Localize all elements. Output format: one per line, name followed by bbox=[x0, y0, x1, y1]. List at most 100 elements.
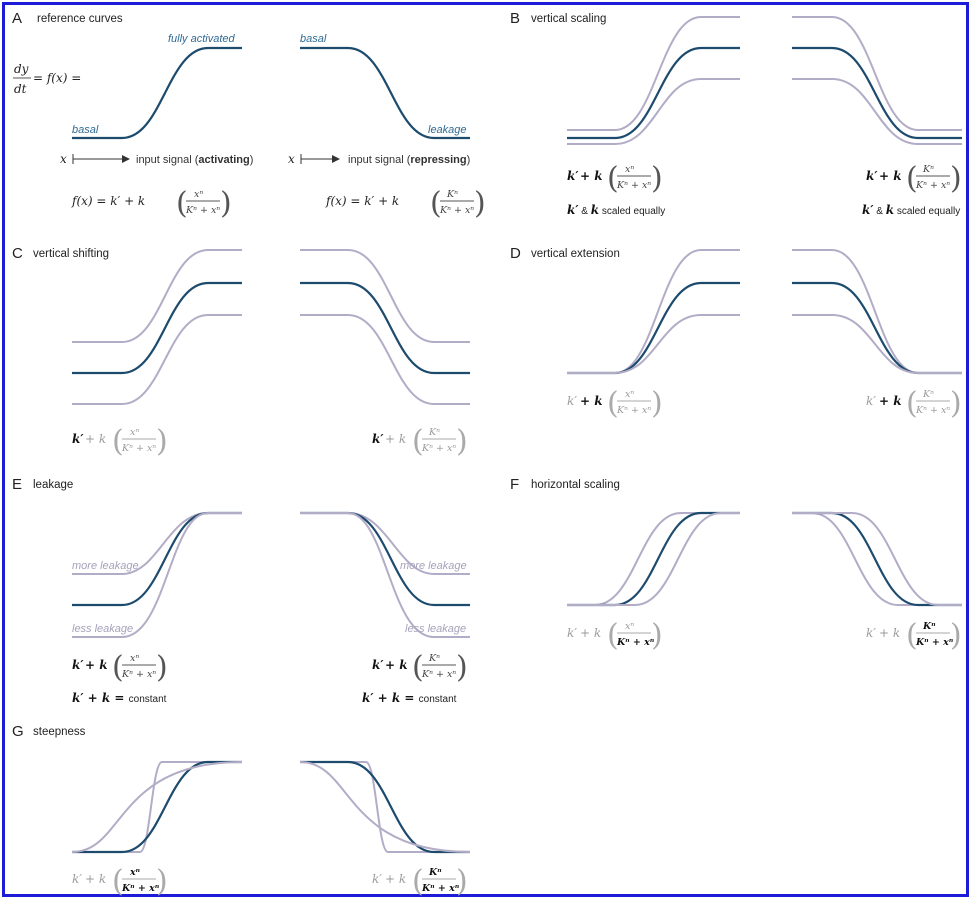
numerator: Kⁿ bbox=[446, 189, 458, 200]
numerator: Kⁿ bbox=[922, 164, 934, 175]
formula-activating: k′ + k ( xⁿ Kⁿ + xⁿ ) bbox=[72, 424, 168, 459]
reference-repressing-curve bbox=[792, 46, 962, 140]
basal-label-right: basal bbox=[300, 33, 327, 45]
reference-activating-curve bbox=[72, 511, 242, 607]
fully-activated-label: fully activated bbox=[168, 33, 236, 45]
k-term: + k bbox=[85, 432, 106, 446]
panel-c: C vertical shifting k′ + k ( xⁿ Kⁿ + xⁿ … bbox=[12, 245, 470, 459]
numerator: Kⁿ bbox=[428, 427, 440, 438]
left-paren: ( bbox=[112, 864, 124, 899]
k-term: + k bbox=[879, 626, 900, 640]
left-paren: ( bbox=[412, 424, 424, 459]
formula-repressing: k′ + k ( Kⁿ Kⁿ + xⁿ ) bbox=[866, 161, 962, 196]
left-paren: ( bbox=[607, 161, 619, 196]
k-prime-term: k′ bbox=[372, 658, 384, 672]
k-term: + k bbox=[580, 626, 601, 640]
right-paren: ) bbox=[474, 186, 486, 221]
denominator: Kⁿ + xⁿ bbox=[915, 405, 950, 416]
shifted-down-activating-curve bbox=[72, 314, 242, 405]
less-leakage-label-left: less leakage bbox=[72, 623, 133, 635]
denominator: Kⁿ + xⁿ bbox=[121, 669, 156, 680]
formula-activating: f(x) = k′ + k ( xⁿ Kⁿ + xⁿ ) bbox=[71, 186, 232, 221]
denominator: Kⁿ + xⁿ bbox=[185, 205, 220, 216]
right-paren: ) bbox=[651, 161, 663, 196]
panel-e: E leakage more leakage less leakage more… bbox=[12, 476, 470, 705]
steep-activating-curve bbox=[72, 761, 242, 853]
panel-letter: G bbox=[12, 723, 24, 740]
denominator: Kⁿ + xⁿ bbox=[439, 205, 474, 216]
left-shifted-activating-curve bbox=[567, 512, 740, 606]
denominator: Kⁿ + xⁿ bbox=[616, 180, 651, 191]
k-prime-term: k′ bbox=[866, 169, 878, 183]
input-signal-activating: input signal (activating) bbox=[136, 154, 253, 166]
right-paren: ) bbox=[950, 386, 962, 421]
less-leakage-label-right: less leakage bbox=[405, 623, 466, 635]
panel-title: vertical scaling bbox=[531, 13, 606, 25]
left-paren: ( bbox=[412, 650, 424, 685]
formula-activating: k′ + k ( xⁿ Kⁿ + xⁿ ) bbox=[567, 618, 663, 653]
formula-repressing: k′ + k ( Kⁿ Kⁿ + xⁿ ) bbox=[866, 618, 962, 653]
basal-label-left: basal bbox=[72, 124, 99, 136]
dy-symbol: dy bbox=[14, 62, 29, 76]
reference-activating-curve bbox=[567, 281, 740, 375]
left-paren: ( bbox=[430, 186, 442, 221]
denominator: Kⁿ + xⁿ bbox=[616, 405, 651, 416]
formula-repressing: k′ + k ( Kⁿ Kⁿ + xⁿ ) bbox=[866, 386, 962, 421]
panel-title: vertical extension bbox=[531, 248, 620, 260]
less-leakage-activating-curve bbox=[72, 512, 242, 638]
formula-activating: k′ + k ( xⁿ Kⁿ + xⁿ ) bbox=[72, 650, 168, 685]
right-paren: ) bbox=[156, 864, 168, 899]
numerator: xⁿ bbox=[194, 189, 203, 200]
panel-d: D vertical extension k′ + k ( xⁿ Kⁿ + xⁿ… bbox=[510, 245, 962, 421]
right-paren: ) bbox=[456, 864, 468, 899]
k-prime-term: k′ bbox=[567, 169, 579, 183]
panel-f: F horizontal scaling k′ + k ( xⁿ Kⁿ + xⁿ… bbox=[510, 476, 962, 653]
denominator: Kⁿ + xⁿ bbox=[915, 180, 950, 191]
shifted-up-activating-curve bbox=[72, 249, 242, 343]
left-paren: ( bbox=[906, 161, 918, 196]
numerator: Kⁿ bbox=[922, 389, 934, 400]
reference-repressing-curve bbox=[300, 511, 470, 607]
formula-activating: k′ + k ( xⁿ Kⁿ + xⁿ ) bbox=[567, 386, 663, 421]
extended-up-activating-curve bbox=[567, 249, 740, 374]
constant-note-right: k′ + k = constant bbox=[362, 691, 457, 705]
right-paren: ) bbox=[220, 186, 232, 221]
denominator: Kⁿ + xⁿ bbox=[421, 443, 456, 454]
k-term: + k bbox=[580, 394, 603, 408]
right-paren: ) bbox=[156, 424, 168, 459]
reference-repressing-curve bbox=[300, 281, 470, 375]
numerator: xⁿ bbox=[130, 427, 139, 438]
panel-title: leakage bbox=[33, 479, 73, 491]
left-paren: ( bbox=[112, 424, 124, 459]
left-paren: ( bbox=[176, 186, 188, 221]
arrowhead-right-icon bbox=[332, 155, 340, 163]
panel-title: reference curves bbox=[37, 13, 123, 25]
constant-note-left: k′ + k = constant bbox=[72, 691, 167, 705]
right-paren: ) bbox=[950, 161, 962, 196]
denominator: Kⁿ + xⁿ bbox=[616, 637, 654, 648]
denominator: Kⁿ + xⁿ bbox=[121, 883, 159, 894]
formula-repressing: k′ + k ( Kⁿ Kⁿ + xⁿ ) bbox=[372, 650, 468, 685]
scaled-up-repressing-curve bbox=[792, 16, 962, 131]
reference-repressing-curve bbox=[300, 760, 470, 854]
arrowhead-left-icon bbox=[122, 155, 130, 163]
extended-down-repressing-curve bbox=[792, 314, 962, 374]
right-paren: ) bbox=[651, 618, 663, 653]
reference-repressing-curve bbox=[792, 281, 962, 375]
k-term: + k bbox=[85, 658, 108, 672]
k-term: + k bbox=[879, 169, 902, 183]
shifted-up-repressing-curve bbox=[300, 249, 470, 343]
formula-activating: k′ + k ( xⁿ Kⁿ + xⁿ ) bbox=[567, 161, 663, 196]
right-paren: ) bbox=[156, 650, 168, 685]
reference-activating-curve bbox=[72, 281, 242, 375]
numerator: xⁿ bbox=[625, 164, 634, 175]
k-term: + k bbox=[879, 394, 902, 408]
k-prime-term: k′ bbox=[567, 394, 577, 408]
input-signal-repressing: input signal (repressing) bbox=[348, 154, 470, 166]
formula-repressing: f(x) = k′ + k ( Kⁿ Kⁿ + xⁿ ) bbox=[325, 186, 486, 221]
left-shifted-repressing-curve bbox=[792, 512, 962, 606]
scaled-down-repressing-curve bbox=[792, 78, 962, 145]
panel-title: horizontal scaling bbox=[531, 479, 620, 491]
